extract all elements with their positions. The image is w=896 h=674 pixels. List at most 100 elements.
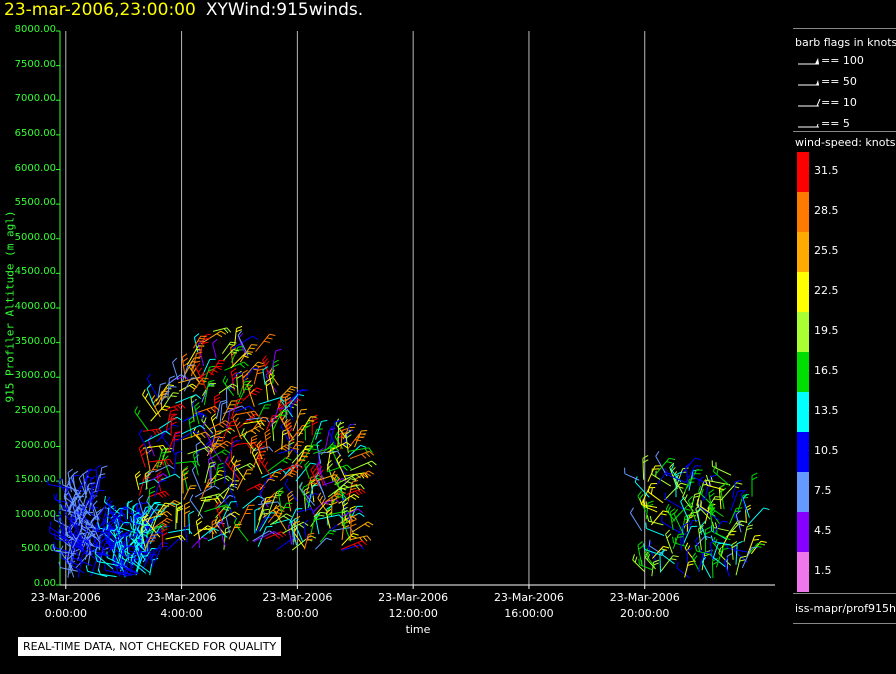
wind-barb-staff [156, 424, 174, 442]
wind-barb-flag [251, 438, 258, 442]
chart-header: 23-mar-2006,23:00:00 XYWind:915winds. [4, 0, 363, 20]
wind-barb-staff [676, 567, 690, 579]
wind-barb-staff [132, 539, 145, 558]
wind-barb-flag [701, 520, 706, 526]
wind-barb-staff [200, 478, 210, 500]
wind-barb-flag [264, 500, 271, 503]
wind-barb-flag [694, 492, 701, 495]
wind-barb-flag [172, 438, 179, 441]
wind-barb-flag [683, 522, 690, 526]
wind-barb-staff [270, 350, 277, 374]
wind-barb-staff [150, 405, 165, 422]
wind-barb-flag [338, 458, 343, 464]
wind-barb-staff [82, 483, 90, 507]
chart-title: XYWind:915winds. [205, 0, 364, 20]
wind-barb-flag [123, 545, 130, 549]
wind-barb-flag [189, 385, 195, 390]
wind-barb-staff [128, 559, 137, 577]
wind-barb-flag [333, 494, 340, 499]
colorbar-label: 22.5 [814, 284, 839, 297]
wind-barb-flag [79, 504, 86, 507]
wind-barb-flag [113, 505, 117, 512]
wind-barb-staff [172, 434, 176, 452]
wind-barb-flag [207, 525, 214, 529]
wind-barb-flag [182, 467, 188, 472]
wind-barb-flag [219, 444, 226, 449]
wind-barb-flag [676, 562, 679, 569]
y-tick-label: 5000.00 [14, 231, 56, 243]
wind-barb-staff [170, 416, 173, 437]
wind-barb-staff [191, 353, 197, 377]
wind-barb-flag [177, 535, 183, 542]
wind-barb-staff [134, 517, 138, 536]
wind-barb-flag [351, 514, 357, 518]
wind-barb-flag [288, 497, 294, 502]
wind-barb-staff [651, 510, 664, 526]
flag-legend-item: == 50 [797, 75, 857, 88]
wind-barb-flag [224, 449, 231, 454]
wind-barb-flag [257, 495, 264, 500]
wind-barb-staff [264, 432, 269, 451]
wind-barb-flag [353, 494, 360, 499]
wind-barb-staff [694, 540, 706, 560]
wind-barb-flag [272, 420, 278, 425]
wind-barb-flag [141, 451, 147, 457]
wind-barb-flag [207, 384, 214, 388]
wind-barb-staff [215, 401, 221, 420]
wind-barb-staff [231, 462, 236, 482]
wind-barb-flag [265, 516, 272, 519]
wind-barb-staff [277, 491, 282, 512]
wind-barb-flag [210, 407, 216, 413]
wind-barb-flag [142, 389, 146, 395]
wind-barb-staff [233, 522, 249, 542]
wind-barb-flag [163, 505, 170, 507]
wind-barb-staff [723, 561, 731, 577]
wind-barb-flag [92, 500, 98, 506]
wind-barb-flag [211, 416, 217, 422]
wind-barb-flag [208, 379, 215, 383]
wind-barb-flag [314, 472, 320, 478]
wind-barb-staff [735, 557, 741, 576]
wind-barb-flag [102, 518, 107, 524]
wind-barb-flag [83, 529, 88, 536]
wind-barb-staff [81, 527, 96, 539]
wind-barb-flag [71, 512, 75, 519]
wind-barb-staff [141, 554, 151, 572]
wind-barb-staff [278, 448, 294, 455]
wind-barb-staff [48, 483, 70, 490]
wind-barb-staff [234, 405, 250, 413]
wind-barb-flag [67, 524, 71, 531]
wind-barb-flag [250, 411, 255, 417]
x-tick-label: 23-Mar-2006 20:00:00 [609, 591, 680, 620]
wind-barb-staff [276, 536, 295, 551]
wind-barb-flag [58, 561, 61, 568]
wind-barb-staff [336, 459, 347, 481]
wind-barb-staff [184, 527, 188, 543]
wind-barb-staff [75, 550, 92, 568]
wind-barb-flag [264, 461, 268, 468]
wind-barb-flag [349, 423, 356, 426]
wind-barb-flag [278, 512, 283, 519]
wind-barb-flag [233, 517, 238, 524]
wind-barb-staff [656, 472, 667, 486]
wind-barb-flag [261, 512, 268, 515]
wind-barb-staff [138, 499, 146, 520]
x-tick-label: 23-Mar-2006 4:00:00 [146, 591, 217, 620]
wind-barb-flag [303, 452, 310, 455]
wind-barb-flag [303, 487, 310, 492]
wind-barb-flag [191, 461, 197, 467]
wind-barb-staff [347, 433, 360, 449]
wind-barb-staff [314, 537, 327, 550]
wind-barb-staff [82, 473, 87, 495]
wind-barb-staff [740, 494, 748, 512]
wind-barb-flag [194, 333, 200, 338]
wind-barb-flag [709, 504, 713, 510]
wind-barb-flag [239, 363, 245, 368]
wind-barb-flag [161, 388, 167, 393]
wind-barb-flag [103, 495, 107, 503]
wind-barb-staff [304, 493, 315, 507]
wind-barb-flag [183, 362, 189, 367]
wind-barb-flag [164, 519, 170, 524]
wind-barb-staff [646, 527, 665, 537]
wind-barb-staff [67, 559, 75, 578]
